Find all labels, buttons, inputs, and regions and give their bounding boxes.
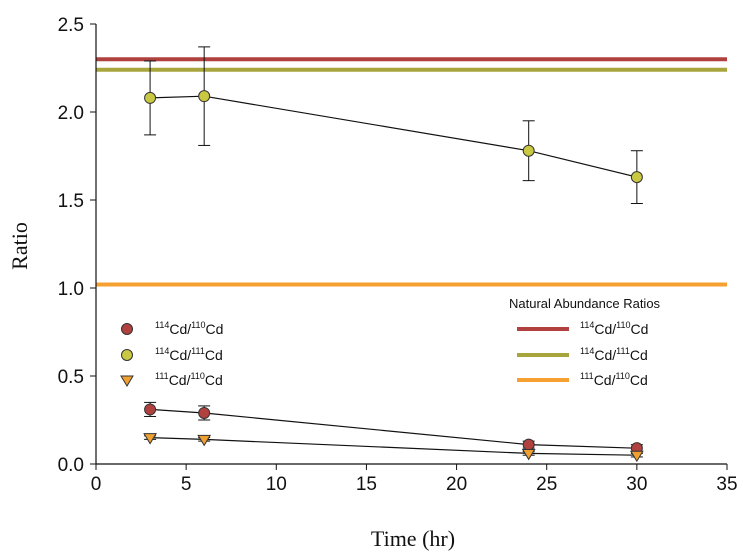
data-point: [630, 171, 643, 184]
data-point: [522, 438, 535, 451]
legend-label-ref-3: 111Cd/110Cd: [580, 371, 648, 388]
x-axis-title: Time (hr): [371, 526, 455, 551]
y-tick-label: 1.0: [58, 279, 84, 300]
axes: 0 5 10 15 20 25 30 35 0.0 0.5 1.0 1.5 2.0 2.5: [58, 15, 738, 495]
data-point: [144, 91, 157, 104]
legend-right: Natural Abundance Ratios 114Cd/110Cd 114…: [509, 296, 661, 388]
data-point: [143, 433, 157, 445]
legend-label-series-2: 114Cd/111Cd: [155, 346, 223, 363]
series-1-line: [150, 408, 637, 449]
y-tick-label: 2.0: [58, 103, 84, 124]
series-3: [143, 433, 644, 463]
legend-marker-series-3: [120, 375, 134, 387]
plot-area: [96, 46, 727, 463]
x-tick-label: 0: [91, 474, 102, 495]
x-tick-label: 10: [266, 474, 287, 495]
y-axis-title: Ratio: [7, 222, 32, 270]
x-tick-label: 35: [716, 474, 737, 495]
legend-right-title: Natural Abundance Ratios: [509, 296, 661, 311]
series-1: [144, 401, 643, 455]
series-2-line: [150, 95, 638, 178]
x-tick-label: 30: [626, 474, 647, 495]
x-tick-label: 25: [536, 474, 557, 495]
y-tick-label: 1.5: [58, 191, 84, 212]
data-point: [197, 434, 212, 447]
legend-label-series-3: 111Cd/110Cd: [155, 371, 223, 388]
data-point: [522, 144, 535, 157]
legend-marker-series-2: [121, 349, 133, 361]
y-tick-label: 0.0: [58, 455, 84, 476]
series-2: [144, 46, 643, 205]
data-point: [198, 406, 211, 419]
x-tick-label: 15: [356, 474, 377, 495]
x-tick-label: 20: [446, 474, 467, 495]
series-3-line: [150, 437, 637, 456]
legend-label-ref-1: 114Cd/110Cd: [580, 320, 648, 337]
data-point: [198, 90, 211, 103]
legend-label-series-1: 114Cd/110Cd: [155, 320, 223, 337]
legend-label-ref-2: 114Cd/111Cd: [580, 346, 648, 363]
y-tick-label: 0.5: [58, 367, 84, 388]
x-tick-label: 5: [181, 474, 192, 495]
y-tick-label: 2.5: [58, 15, 84, 36]
data-point: [629, 450, 644, 463]
data-point: [144, 403, 157, 416]
data-point: [521, 448, 536, 461]
legend-left: 114Cd/110Cd 114Cd/111Cd 111Cd/110Cd: [120, 320, 223, 388]
legend-marker-series-1: [121, 323, 133, 335]
